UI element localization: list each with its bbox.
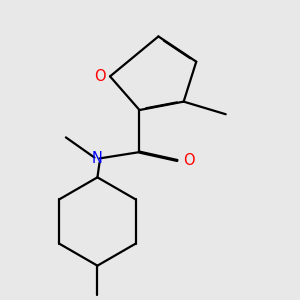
Text: N: N (92, 151, 103, 166)
Text: O: O (183, 153, 195, 168)
Text: O: O (94, 69, 105, 84)
